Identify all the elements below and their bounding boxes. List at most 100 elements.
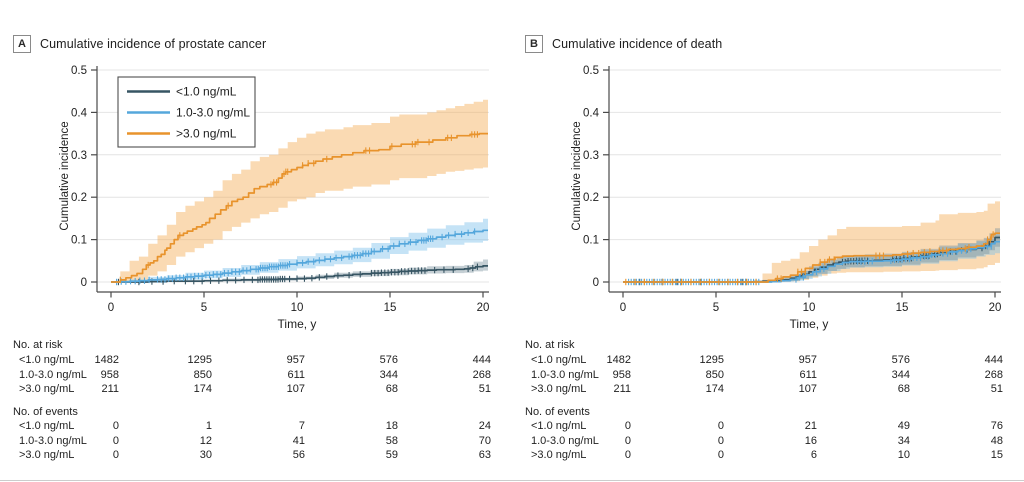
y-tick-label: 0 (593, 277, 599, 289)
x-tick-label: 15 (896, 302, 909, 314)
events-table-row-label: 1.0-3.0 ng/mL (531, 435, 599, 447)
panel-b-header: B Cumulative incidence of death (525, 35, 722, 53)
risk-table-row-label: <1.0 ng/mL (531, 354, 587, 366)
risk-table-value: 611 (799, 369, 817, 381)
panel-b-title: Cumulative incidence of death (552, 37, 723, 51)
panel-a: A Cumulative incidence of prostate cance… (0, 35, 512, 464)
risk-table-value: 268 (984, 369, 1003, 381)
y-tick-label: 0.3 (71, 150, 87, 162)
events-table-value: 16 (804, 435, 817, 447)
panel-a-chart: 0 0.1 0.2 0.3 0.4 0.5 0 5 10 15 20 Time, y Cumulativ… (59, 65, 490, 331)
risk-table-value: 958 (100, 369, 119, 381)
risk-table-value: 850 (193, 369, 212, 381)
survival-curve (623, 232, 1000, 283)
series--3-0-ng-mL (111, 131, 488, 284)
events-table-row: >3.0 ng/mL 0 30 56 59 63 (0, 449, 512, 464)
legend-label: <1.0 ng/mL (176, 85, 237, 99)
events-table-value: 70 (478, 435, 491, 447)
events-table-title: No. of events (13, 406, 78, 418)
x-tick-label: 5 (713, 302, 719, 314)
censor-ticks (117, 263, 478, 286)
y-tick-label: 0 (81, 277, 87, 289)
events-table-row-label: <1.0 ng/mL (531, 420, 587, 432)
risk-table-row: <1.0 ng/mL 1482 1295 957 576 444 (512, 354, 1024, 369)
risk-table-row: >3.0 ng/mL 211 174 107 68 51 (0, 383, 512, 398)
risk-table-value: 68 (897, 383, 910, 395)
risk-table-row-label: 1.0-3.0 ng/mL (531, 369, 599, 381)
series--3-0-ng-mL (623, 231, 1000, 286)
events-table-row: 1.0-3.0 ng/mL 0 0 16 34 48 (512, 435, 1024, 450)
risk-table-value: 68 (385, 383, 398, 395)
panel-b-letter-badge: B (525, 35, 543, 53)
risk-table-row-label: <1.0 ng/mL (19, 354, 75, 366)
y-tick-label: 0.5 (583, 65, 599, 77)
events-table-value: 56 (292, 449, 305, 461)
y-tick-label: 0.4 (583, 107, 600, 119)
events-table-value: 0 (112, 435, 119, 447)
y-tick-label: 0.5 (71, 65, 87, 77)
survival-curve (111, 265, 488, 283)
y-tick-label: 0.3 (583, 150, 599, 162)
panel-a-letter-badge: A (13, 35, 31, 53)
risk-table-value: 211 (613, 383, 631, 395)
events-table-value: 12 (199, 435, 212, 447)
events-table-value: 10 (897, 449, 910, 461)
risk-table-value: 957 (798, 354, 817, 366)
events-table-value: 48 (990, 435, 1003, 447)
risk-table-value: 51 (478, 383, 491, 395)
risk-table-value: 344 (891, 369, 910, 381)
risk-table-row: >3.0 ng/mL 211 174 107 68 51 (512, 383, 1024, 398)
events-table-value: 0 (717, 449, 724, 461)
x-tick-label: 10 (291, 302, 304, 314)
events-table-value: 0 (112, 420, 119, 432)
legend-label: >3.0 ng/mL (176, 127, 237, 141)
events-table-title: No. of events (525, 406, 590, 418)
y-tick-label: 0.2 (71, 192, 87, 204)
events-table-value: 6 (810, 449, 817, 461)
events-table-value: 0 (624, 449, 631, 461)
risk-table-row: <1.0 ng/mL 1482 1295 957 576 444 (0, 354, 512, 369)
x-tick-label: 10 (803, 302, 816, 314)
events-table-value: 0 (112, 449, 119, 461)
events-table-value: 21 (804, 420, 817, 432)
panel-b: B Cumulative incidence of death 0 0.1 0.2 0… (512, 0, 1024, 482)
events-table-value: 58 (385, 435, 398, 447)
confidence-band-1-0-3-0-ng-mL (111, 218, 488, 282)
y-axis-title: Cumulative incidence (59, 121, 71, 230)
events-table-row-label: >3.0 ng/mL (19, 449, 75, 461)
x-axis-title: Time, y (790, 317, 829, 331)
events-table-value: 59 (385, 449, 398, 461)
events-table-value: 24 (478, 420, 491, 432)
y-tick-label: 0.2 (583, 192, 599, 204)
risk-table-row: 1.0-3.0 ng/mL 958 850 611 344 268 (0, 369, 512, 384)
risk-table-title: No. at risk (525, 339, 575, 351)
series--1-0-ng-mL (111, 263, 488, 286)
risk-table-value: 958 (612, 369, 631, 381)
risk-table-value: 174 (193, 383, 212, 395)
confidence-band--3-0-ng-mL (111, 99, 488, 282)
events-table-row-label: >3.0 ng/mL (531, 449, 587, 461)
events-table-value: 1 (205, 420, 212, 432)
risk-table-value: 268 (472, 369, 491, 381)
events-table-value: 0 (717, 435, 724, 447)
x-tick-label: 20 (477, 302, 490, 314)
x-tick-label: 20 (989, 302, 1002, 314)
events-table-value: 63 (478, 449, 491, 461)
y-tick-label: 0.1 (71, 235, 87, 247)
legend: <1.0 ng/mL 1.0-3.0 ng/mL >3.0 ng/mL (117, 76, 256, 148)
events-table-value: 18 (385, 420, 398, 432)
risk-table-value: 611 (287, 369, 305, 381)
risk-table-value: 850 (705, 369, 724, 381)
events-table-value: 49 (897, 420, 910, 432)
events-table-value: 7 (298, 420, 305, 432)
risk-table-row-label: >3.0 ng/mL (531, 383, 587, 395)
events-table-value: 34 (897, 435, 910, 447)
risk-table-value: 344 (379, 369, 398, 381)
risk-table-value: 957 (286, 354, 305, 366)
events-table-row-label: 1.0-3.0 ng/mL (19, 435, 87, 447)
risk-table-value: 107 (286, 383, 305, 395)
survival-curve (111, 132, 488, 283)
legend-label: 1.0-3.0 ng/mL (176, 106, 250, 120)
gridlines (609, 69, 1001, 283)
events-table-row: 1.0-3.0 ng/mL 0 12 41 58 70 (0, 435, 512, 450)
